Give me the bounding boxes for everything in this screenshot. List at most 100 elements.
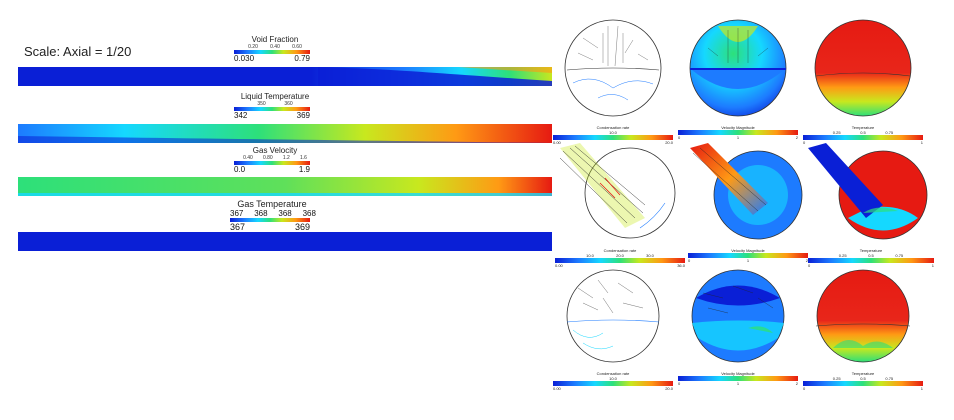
colorbar-title: Gas Temperature xyxy=(237,199,307,209)
colorbar-gradient xyxy=(234,50,310,54)
panel-mid-tick: 10.0 xyxy=(609,376,617,381)
panel-colorbar xyxy=(808,258,934,263)
colorbar-max: 0.79 xyxy=(294,54,310,63)
temperature-cross-section xyxy=(814,19,912,117)
temperature-cross-section xyxy=(815,269,911,363)
colorbar-tick: 1.6 xyxy=(299,155,307,161)
panel-max: 2 xyxy=(795,135,798,140)
panel-max: 1 xyxy=(931,263,934,268)
panel-min: 0 xyxy=(803,140,806,145)
void-fraction-pipe xyxy=(18,67,552,86)
panel-tick: 0.25 xyxy=(838,253,847,258)
colorbar-tick: 0.20 xyxy=(248,44,258,50)
colorbar-max: 1.9 xyxy=(298,165,310,174)
panel-mid-tick: 0.5 xyxy=(860,130,866,135)
panel-label: Condensation rate xyxy=(596,125,630,130)
velocity-cross-section xyxy=(691,269,785,363)
condensation-cross-section xyxy=(564,19,662,117)
panel-tick: 0.75 xyxy=(895,253,904,258)
colorbar-tick: 0.60 xyxy=(292,44,302,50)
panel-label: Velocity Magnitude xyxy=(721,125,755,130)
colorbar-tick: 0.40 xyxy=(243,155,253,161)
colorbar-tick: 350 xyxy=(257,101,266,107)
panel-min: 0 xyxy=(678,381,681,386)
panel-max: 1 xyxy=(920,386,923,391)
colorbar-min: 367 xyxy=(230,222,246,232)
panel-mid-tick: 20.0 xyxy=(616,253,624,258)
void-fraction-colorbar: Void Fraction 0.20 0.40 0.60 0.030 0.79 xyxy=(230,35,320,63)
gas-temperature-colorbar: Gas Temperature 367 368 368 368 367 369 xyxy=(222,199,322,232)
liquid-temperature-pipe xyxy=(18,124,552,143)
gas-temperature-pipe xyxy=(18,232,552,251)
panel-colorbar xyxy=(678,130,798,135)
panel-min: 0 xyxy=(808,263,811,268)
panel-tick: 30.0 xyxy=(646,253,654,258)
panel-colorbar xyxy=(688,253,808,258)
panel-tick: 0.25 xyxy=(832,130,841,135)
colorbar-tick: 367 xyxy=(230,209,244,218)
colorbar-tick: 368 xyxy=(302,209,316,218)
panel-temperature-3: Temperature 0.25 0.5 0.75 0 1 xyxy=(803,268,923,391)
panel-mid-tick: 1 xyxy=(736,135,740,140)
colorbar-min: 342 xyxy=(234,111,248,120)
panel-label: Condensation rate xyxy=(603,248,637,253)
panel-label: Temperature xyxy=(851,125,875,130)
colorbar-tick: 360 xyxy=(284,101,293,107)
scale-label: Scale: Axial = 1/20 xyxy=(24,44,132,59)
panel-velocity-1: Velocity Magnitude 0 1 2 xyxy=(678,18,798,140)
colorbar-gradient xyxy=(234,161,310,165)
panel-tick: 0.25 xyxy=(832,376,841,381)
colorbar-tick: 0.40 xyxy=(270,44,280,50)
colorbar-tick: 1.2 xyxy=(282,155,290,161)
panel-max: 2 xyxy=(795,381,798,386)
panel-colorbar xyxy=(553,135,673,140)
panel-tick: 10.0 xyxy=(586,253,594,258)
condensation-cross-section xyxy=(559,143,676,239)
panel-mid-tick: 0.5 xyxy=(860,376,866,381)
panel-tick: 0.75 xyxy=(885,130,894,135)
panel-max: 2 xyxy=(805,258,808,263)
colorbar-max: 369 xyxy=(296,111,310,120)
panel-label: Velocity Magnitude xyxy=(721,371,755,376)
colorbar-tick: 368 xyxy=(278,209,292,218)
panel-label: Velocity Magnitude xyxy=(731,248,765,253)
gas-velocity-pipe xyxy=(18,177,552,196)
panel-min: 0.00 xyxy=(555,263,563,268)
panel-max: 36.0 xyxy=(677,263,685,268)
panel-colorbar xyxy=(553,381,673,386)
panel-max: 20.0 xyxy=(665,140,673,145)
panel-mid-tick: 10.0 xyxy=(609,130,617,135)
panel-min: 0.00 xyxy=(553,140,561,145)
colorbar-title: Liquid Temperature xyxy=(240,92,310,101)
panel-mid-tick: 0.5 xyxy=(868,253,874,258)
panel-colorbar xyxy=(803,135,923,140)
colorbar-max: 369 xyxy=(294,222,310,232)
panel-condensation-rate-1: Condensation rate 10.0 0.00 20.0 xyxy=(553,18,673,145)
colorbar-title: Gas Velocity xyxy=(252,146,298,155)
colorbar-tick: 0.80 xyxy=(262,155,273,161)
panel-mid-tick: 1 xyxy=(746,258,750,263)
panel-temperature-1: Temperature 0.25 0.5 0.75 0 1 xyxy=(803,18,923,145)
panel-label: Temperature xyxy=(859,248,883,253)
panel-min: 0 xyxy=(803,386,806,391)
panel-condensation-rate-2: Condensation rate 10.0 20.0 30.0 0.00 36… xyxy=(555,143,685,268)
panel-colorbar xyxy=(555,258,685,263)
panel-label: Temperature xyxy=(851,371,875,376)
panel-mid-tick: 1 xyxy=(736,381,740,386)
panel-tick: 0.75 xyxy=(885,376,894,381)
panel-colorbar xyxy=(803,381,923,386)
panel-max: 1 xyxy=(920,140,923,145)
colorbar-title: Void Fraction xyxy=(251,35,299,44)
gas-velocity-colorbar: Gas Velocity 0.40 0.80 1.2 1.6 0.0 1.9 xyxy=(230,146,320,174)
panel-label: Condensation rate xyxy=(596,371,630,376)
colorbar-min: 0.0 xyxy=(234,165,246,174)
colorbar-gradient xyxy=(230,218,310,222)
velocity-cross-section xyxy=(690,143,803,240)
colorbar-gradient xyxy=(234,107,310,111)
panel-min: 0 xyxy=(688,258,691,263)
colorbar-min: 0.030 xyxy=(234,54,255,63)
panel-velocity-3: Velocity Magnitude 0 1 2 xyxy=(678,268,798,386)
panel-colorbar xyxy=(678,376,798,381)
panel-min: 0.00 xyxy=(553,386,561,391)
panel-min: 0 xyxy=(678,135,681,140)
